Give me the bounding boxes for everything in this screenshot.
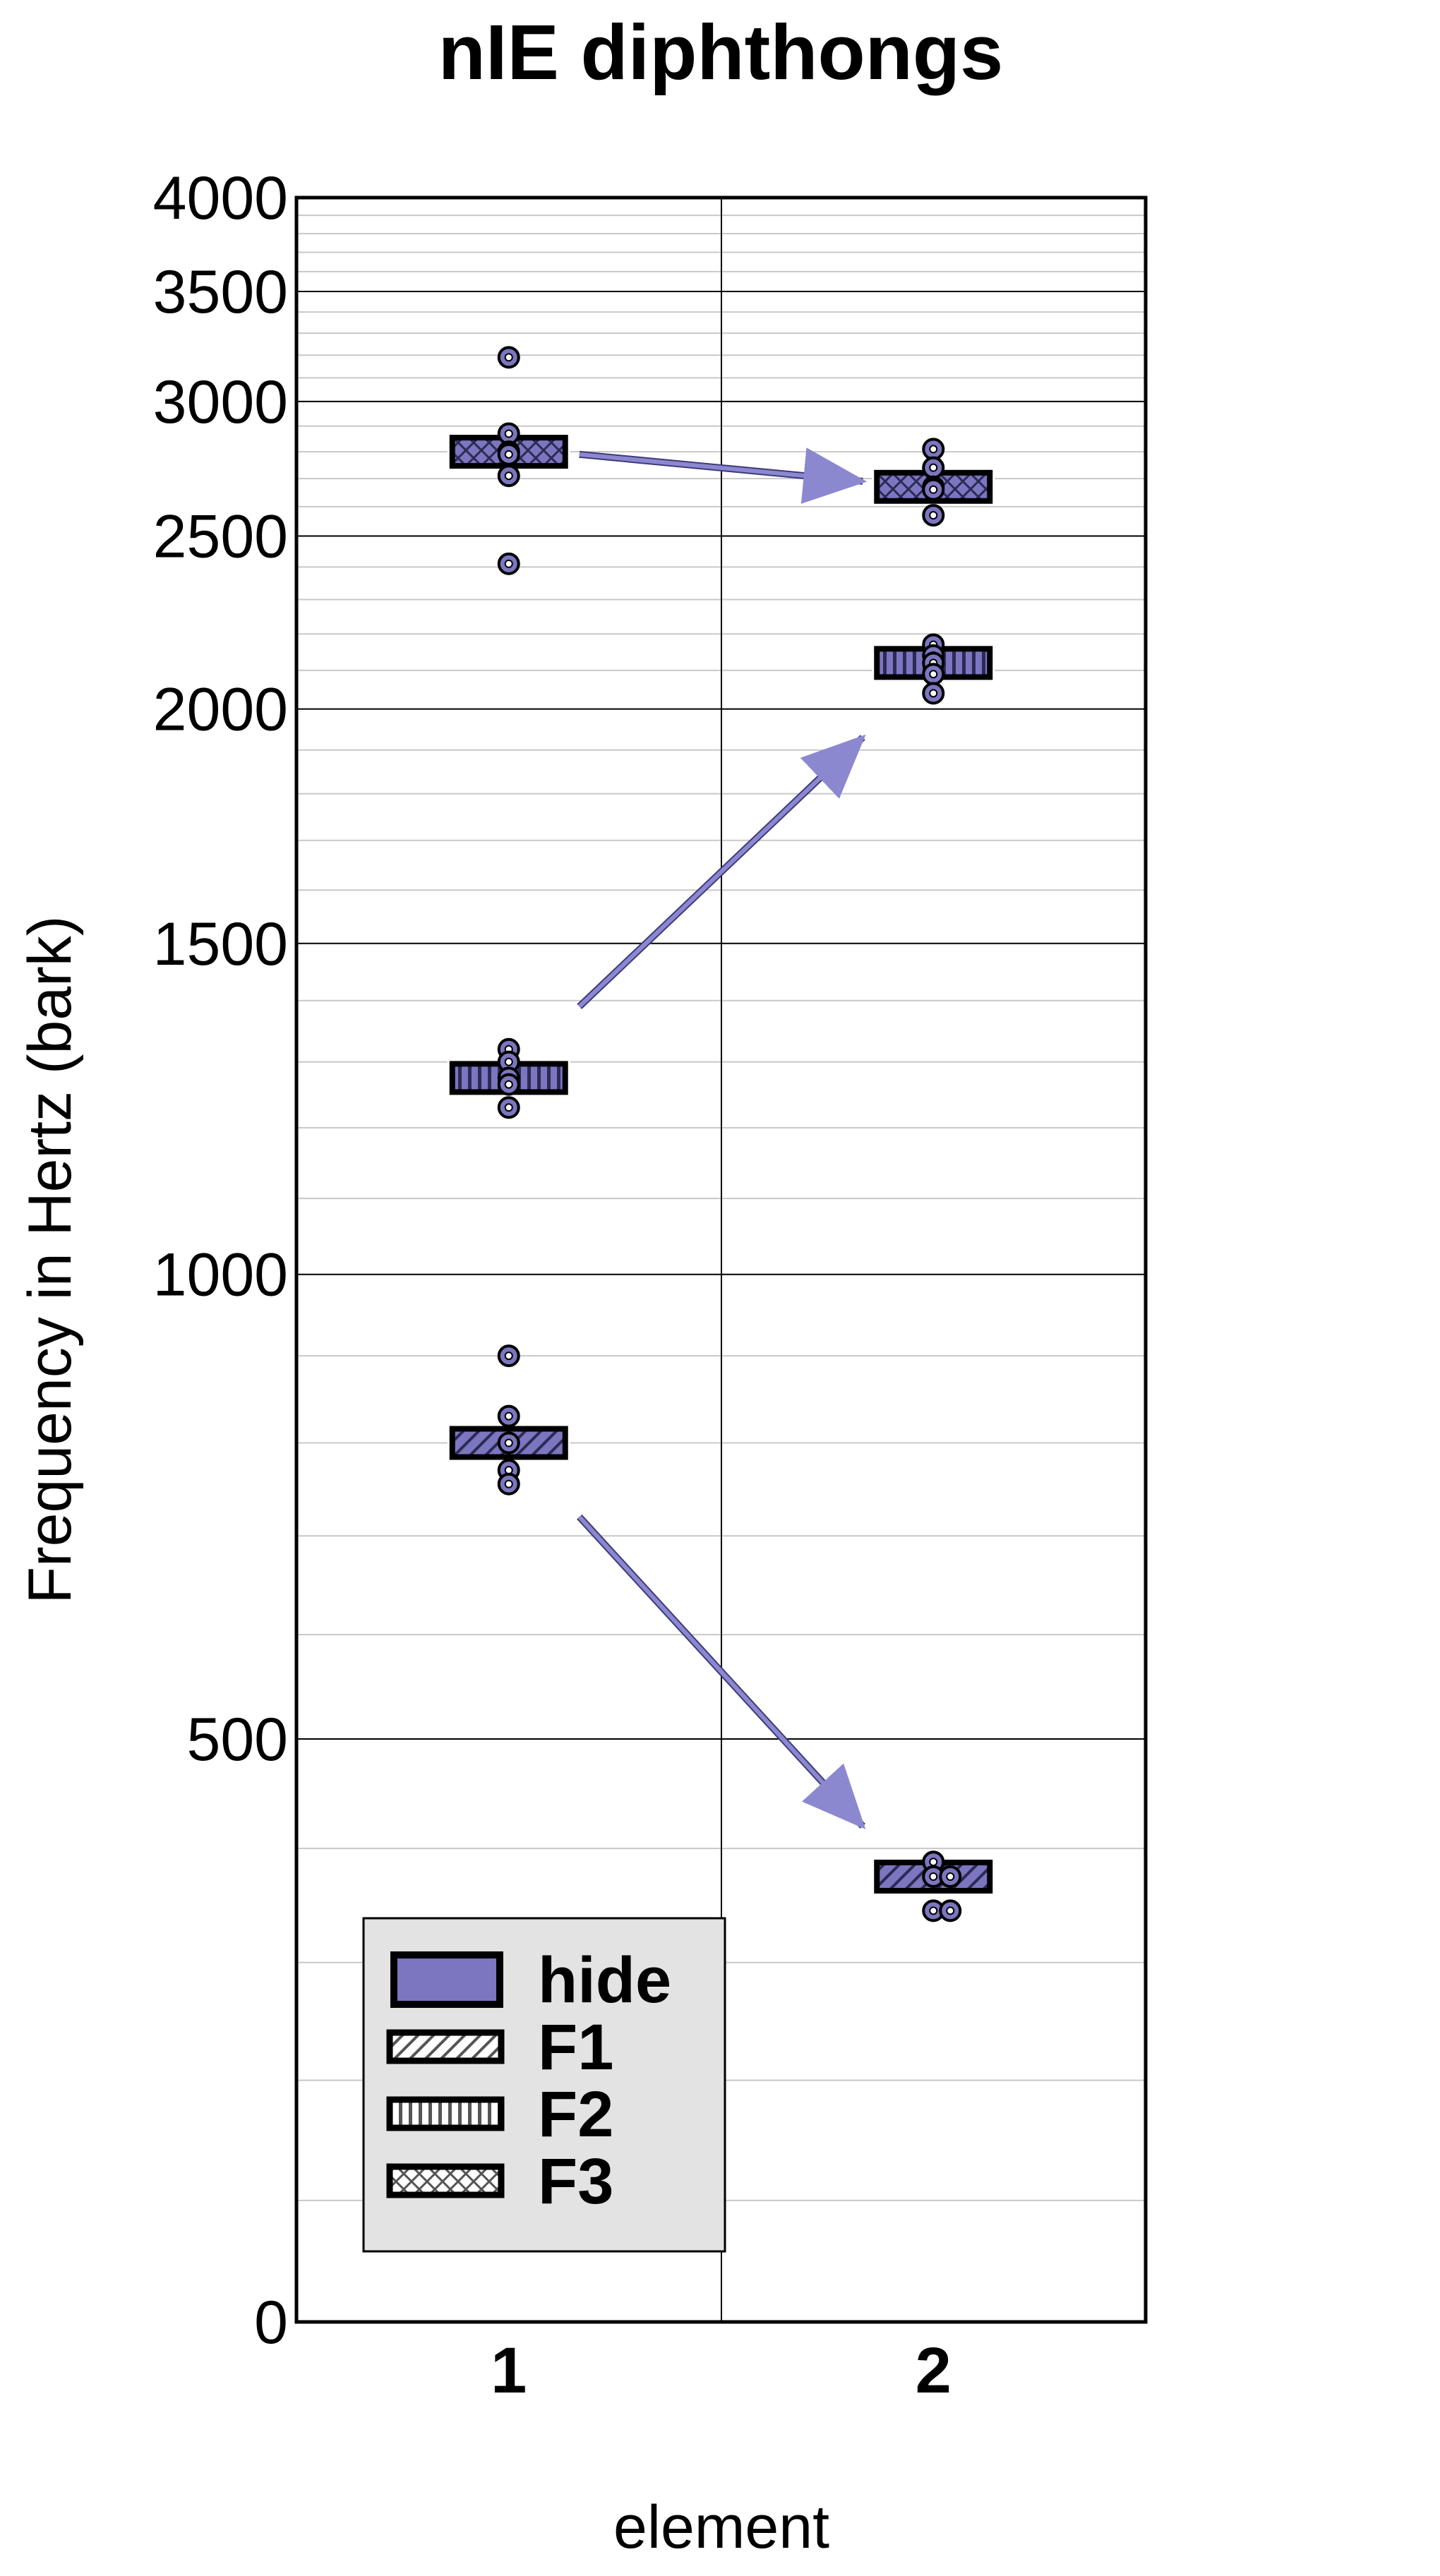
x-tick-label: 1 <box>491 2335 527 2407</box>
arrow-f1 <box>577 1515 866 1829</box>
data-points <box>497 346 962 1922</box>
data-point-center <box>504 353 513 362</box>
data-point-center <box>504 1466 513 1475</box>
y-tick-label: 2000 <box>153 676 288 744</box>
data-point-center <box>504 1479 513 1488</box>
data-point-center <box>929 1858 938 1867</box>
data-point-center <box>504 1412 513 1421</box>
x-tick-label: 2 <box>916 2335 952 2407</box>
data-point-center <box>929 511 938 520</box>
legend-label-f1: F1 <box>538 2011 613 2083</box>
legend-label-hide: hide <box>538 1944 671 2016</box>
arrow-f2 <box>577 734 866 1009</box>
y-tick-label: 2500 <box>153 503 288 571</box>
data-point-center <box>929 689 938 698</box>
data-point-center <box>929 1906 938 1915</box>
legend-label-f2: F2 <box>538 2078 613 2150</box>
data-point-center <box>929 445 938 454</box>
legend-label-f3: F3 <box>538 2145 613 2217</box>
legend-swatch-f2 <box>386 2096 505 2131</box>
data-point-center <box>504 1438 513 1448</box>
data-point-center <box>504 1103 513 1112</box>
data-point-center <box>946 1906 955 1915</box>
y-tick-label: 1000 <box>153 1241 288 1309</box>
y-tick-label: 3000 <box>153 368 288 436</box>
chart-title: nIE diphthongs <box>438 9 1003 96</box>
legend-swatch-f1 <box>386 2029 505 2064</box>
y-tick-label: 500 <box>187 1706 289 1774</box>
y-axis-label: Frequency in Hertz (bark) <box>16 916 84 1604</box>
data-point-center <box>929 1872 938 1882</box>
data-point-center <box>504 471 513 481</box>
data-point-center <box>504 450 513 459</box>
legend-swatch-f3 <box>386 2163 505 2198</box>
y-tick-label: 4000 <box>153 164 288 232</box>
data-point-center <box>929 670 938 679</box>
data-point-center <box>504 559 513 568</box>
arrow-f3 <box>579 447 868 504</box>
data-point-center <box>504 429 513 438</box>
y-tick-labels: 0 500 1000 1500 2000 2500 3000 3500 4000 <box>153 164 288 2357</box>
y-tick-label: 0 <box>254 2289 288 2357</box>
data-point-center <box>929 485 938 494</box>
legend-swatch-hide <box>390 1951 503 2008</box>
data-point-center <box>929 463 938 472</box>
data-point-center <box>504 1352 513 1361</box>
data-point-center <box>504 1080 513 1089</box>
data-point-center <box>504 1057 513 1066</box>
data-point-center <box>946 1872 955 1882</box>
x-axis-label: element <box>613 2493 829 2561</box>
plot-frame <box>294 195 1148 2324</box>
y-tick-label: 3500 <box>153 258 288 326</box>
arrows <box>577 447 868 1829</box>
y-tick-label: 1500 <box>153 910 288 978</box>
